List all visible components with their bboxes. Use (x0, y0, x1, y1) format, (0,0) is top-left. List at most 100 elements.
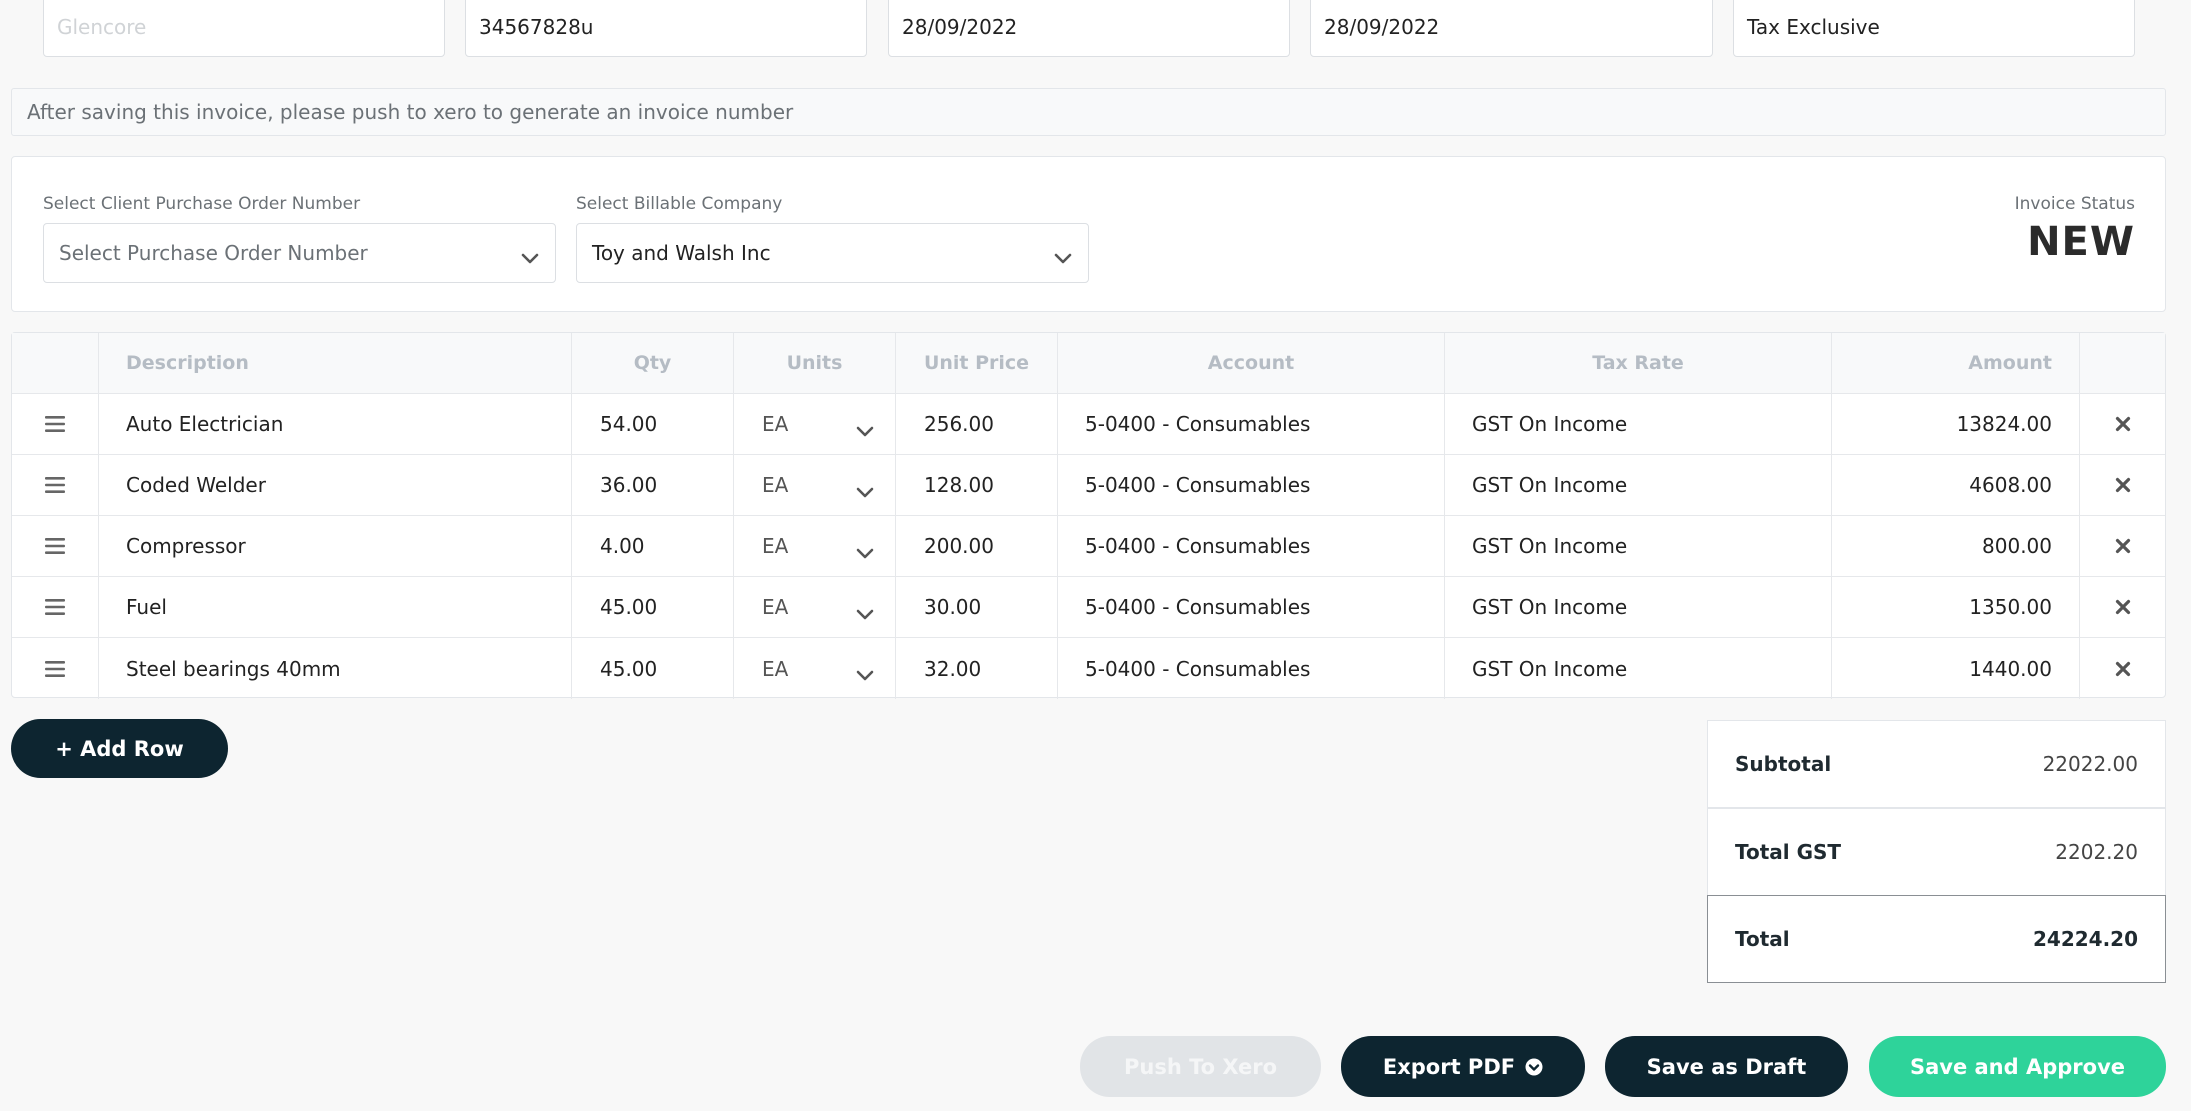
row-unit-price[interactable]: 128.00 (896, 455, 1058, 515)
close-icon[interactable] (2080, 638, 2165, 699)
table-row: Coded Welder 36.00 EA 128.00 5-0400 - Co… (12, 455, 2165, 516)
save-draft-button[interactable]: Save as Draft (1605, 1036, 1848, 1097)
company-select-label: Select Billable Company (576, 194, 783, 214)
row-description[interactable]: Compressor (99, 516, 572, 576)
row-tax-rate[interactable]: GST On Income (1445, 516, 1832, 576)
close-icon[interactable] (2080, 455, 2165, 515)
header-unit-price: Unit Price (896, 333, 1058, 393)
row-tax-rate[interactable]: GST On Income (1445, 394, 1832, 454)
tax-type-value: Tax Exclusive (1747, 14, 1880, 39)
chevron-down-icon (1054, 246, 1072, 270)
total-label: Total (1735, 927, 1790, 951)
due-date-value: 28/09/2022 (1324, 14, 1440, 39)
table-row: Auto Electrician 54.00 EA 256.00 5-0400 … (12, 394, 2165, 455)
row-units: EA (762, 656, 789, 681)
row-account[interactable]: 5-0400 - Consumables (1058, 638, 1445, 699)
info-message: After saving this invoice, please push t… (11, 88, 2166, 136)
row-units-select[interactable]: EA (734, 455, 896, 515)
row-units: EA (762, 473, 789, 497)
totals-panel: Subtotal 22022.00 Total GST 2202.20 Tota… (1707, 720, 2166, 983)
chevron-down-icon (521, 246, 539, 270)
row-qty[interactable]: 54.00 (572, 394, 734, 454)
po-select-label: Select Client Purchase Order Number (43, 194, 361, 214)
chevron-down-icon (856, 541, 874, 565)
reference-value: 34567828u (479, 14, 594, 39)
row-tax-rate[interactable]: GST On Income (1445, 455, 1832, 515)
row-qty[interactable]: 45.00 (572, 577, 734, 637)
total-value: 24224.20 (2032, 927, 2138, 951)
company-select[interactable]: Toy and Walsh Inc (576, 223, 1089, 283)
row-units-select[interactable]: EA (734, 638, 896, 699)
row-qty[interactable]: 45.00 (572, 638, 734, 699)
export-pdf-button[interactable]: Export PDF (1341, 1036, 1585, 1097)
header-units: Units (734, 333, 896, 393)
issue-date-input[interactable]: 28/09/2022 (888, 0, 1290, 57)
header-delete (2080, 333, 2165, 393)
row-description[interactable]: Fuel (99, 577, 572, 637)
invoice-status-label: Invoice Status (2014, 194, 2135, 214)
invoice-status-value: NEW (2027, 219, 2135, 265)
row-description[interactable]: Coded Welder (99, 455, 572, 515)
info-message-text: After saving this invoice, please push t… (27, 100, 794, 124)
row-qty[interactable]: 4.00 (572, 516, 734, 576)
row-description[interactable]: Steel bearings 40mm (99, 638, 572, 699)
po-select[interactable]: Select Purchase Order Number (43, 223, 556, 283)
header-amount: Amount (1832, 333, 2080, 393)
gst-value: 2202.20 (2055, 840, 2138, 864)
row-units: EA (762, 534, 789, 558)
row-units-select[interactable]: EA (734, 577, 896, 637)
row-account[interactable]: 5-0400 - Consumables (1058, 516, 1445, 576)
line-items-table: Description Qty Units Unit Price Account… (11, 332, 2166, 699)
row-units: EA (762, 595, 789, 619)
client-name-placeholder: Glencore (57, 14, 147, 39)
save-approve-button[interactable]: Save and Approve (1869, 1036, 2166, 1097)
row-description[interactable]: Auto Electrician (99, 394, 572, 454)
drag-handle-icon[interactable] (12, 516, 99, 576)
drag-handle-icon[interactable] (12, 455, 99, 515)
gst-row: Total GST 2202.20 (1707, 808, 2166, 896)
row-amount: 800.00 (1832, 516, 2080, 576)
client-name-input[interactable]: Glencore (43, 0, 445, 57)
subtotal-value: 22022.00 (2042, 752, 2138, 776)
add-row-button[interactable]: + Add Row (11, 719, 228, 778)
row-account[interactable]: 5-0400 - Consumables (1058, 455, 1445, 515)
issue-date-value: 28/09/2022 (902, 14, 1018, 39)
chevron-circle-down-icon (1525, 1058, 1543, 1076)
row-units-select[interactable]: EA (734, 516, 896, 576)
push-to-xero-button[interactable]: Push To Xero (1080, 1036, 1321, 1097)
table-row: Steel bearings 40mm 45.00 EA 32.00 5-040… (12, 638, 2165, 699)
header-description: Description (99, 333, 572, 393)
due-date-input[interactable]: 28/09/2022 (1310, 0, 1713, 57)
row-tax-rate[interactable]: GST On Income (1445, 638, 1832, 699)
row-unit-price[interactable]: 32.00 (896, 638, 1058, 699)
row-amount: 13824.00 (1832, 394, 2080, 454)
table-row: Fuel 45.00 EA 30.00 5-0400 - Consumables… (12, 577, 2165, 638)
header-qty: Qty (572, 333, 734, 393)
drag-handle-icon[interactable] (12, 577, 99, 637)
row-account[interactable]: 5-0400 - Consumables (1058, 577, 1445, 637)
chevron-down-icon (856, 602, 874, 626)
subtotal-row: Subtotal 22022.00 (1707, 720, 2166, 808)
row-amount: 1440.00 (1832, 638, 2080, 699)
row-tax-rate[interactable]: GST On Income (1445, 577, 1832, 637)
drag-handle-icon[interactable] (12, 394, 99, 454)
po-select-value: Select Purchase Order Number (59, 241, 368, 265)
row-units-select[interactable]: EA (734, 394, 896, 454)
row-qty[interactable]: 36.00 (572, 455, 734, 515)
header-account: Account (1058, 333, 1445, 393)
gst-label: Total GST (1735, 840, 1842, 864)
tax-type-select[interactable]: Tax Exclusive (1733, 0, 2135, 57)
row-unit-price[interactable]: 30.00 (896, 577, 1058, 637)
drag-handle-icon[interactable] (12, 638, 99, 699)
row-account[interactable]: 5-0400 - Consumables (1058, 394, 1445, 454)
row-amount: 4608.00 (1832, 455, 2080, 515)
row-units: EA (762, 412, 789, 436)
close-icon[interactable] (2080, 394, 2165, 454)
row-unit-price[interactable]: 200.00 (896, 516, 1058, 576)
row-unit-price[interactable]: 256.00 (896, 394, 1058, 454)
chevron-down-icon (856, 419, 874, 443)
invoice-options-card: Select Client Purchase Order Number Sele… (11, 156, 2166, 312)
close-icon[interactable] (2080, 516, 2165, 576)
close-icon[interactable] (2080, 577, 2165, 637)
reference-input[interactable]: 34567828u (465, 0, 867, 57)
